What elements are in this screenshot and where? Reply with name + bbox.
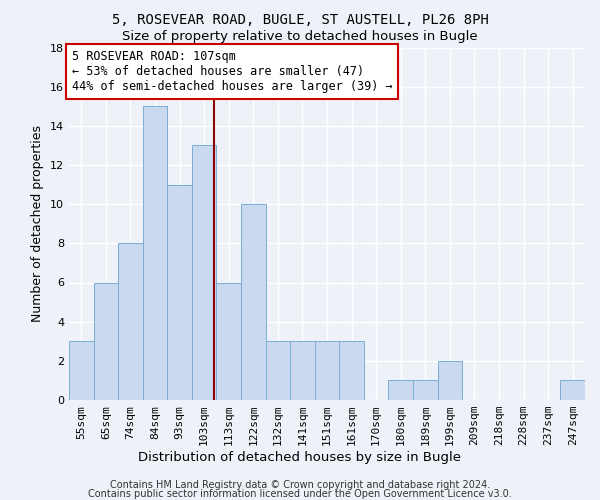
Bar bbox=[290, 342, 315, 400]
Text: Distribution of detached houses by size in Bugle: Distribution of detached houses by size … bbox=[139, 451, 461, 464]
Text: Size of property relative to detached houses in Bugle: Size of property relative to detached ho… bbox=[122, 30, 478, 43]
Bar bbox=[94, 282, 118, 400]
Text: 5 ROSEVEAR ROAD: 107sqm
← 53% of detached houses are smaller (47)
44% of semi-de: 5 ROSEVEAR ROAD: 107sqm ← 53% of detache… bbox=[72, 50, 392, 94]
Bar bbox=[241, 204, 266, 400]
Bar bbox=[69, 342, 94, 400]
Bar bbox=[118, 244, 143, 400]
Bar bbox=[560, 380, 585, 400]
Bar bbox=[167, 184, 192, 400]
Text: Contains HM Land Registry data © Crown copyright and database right 2024.: Contains HM Land Registry data © Crown c… bbox=[110, 480, 490, 490]
Bar bbox=[143, 106, 167, 400]
Bar bbox=[437, 361, 462, 400]
Bar bbox=[339, 342, 364, 400]
Bar bbox=[413, 380, 437, 400]
Bar bbox=[388, 380, 413, 400]
Y-axis label: Number of detached properties: Number of detached properties bbox=[31, 125, 44, 322]
Bar bbox=[266, 342, 290, 400]
Text: Contains public sector information licensed under the Open Government Licence v3: Contains public sector information licen… bbox=[88, 489, 512, 499]
Text: 5, ROSEVEAR ROAD, BUGLE, ST AUSTELL, PL26 8PH: 5, ROSEVEAR ROAD, BUGLE, ST AUSTELL, PL2… bbox=[112, 12, 488, 26]
Bar bbox=[192, 146, 217, 400]
Bar bbox=[315, 342, 339, 400]
Bar bbox=[217, 282, 241, 400]
